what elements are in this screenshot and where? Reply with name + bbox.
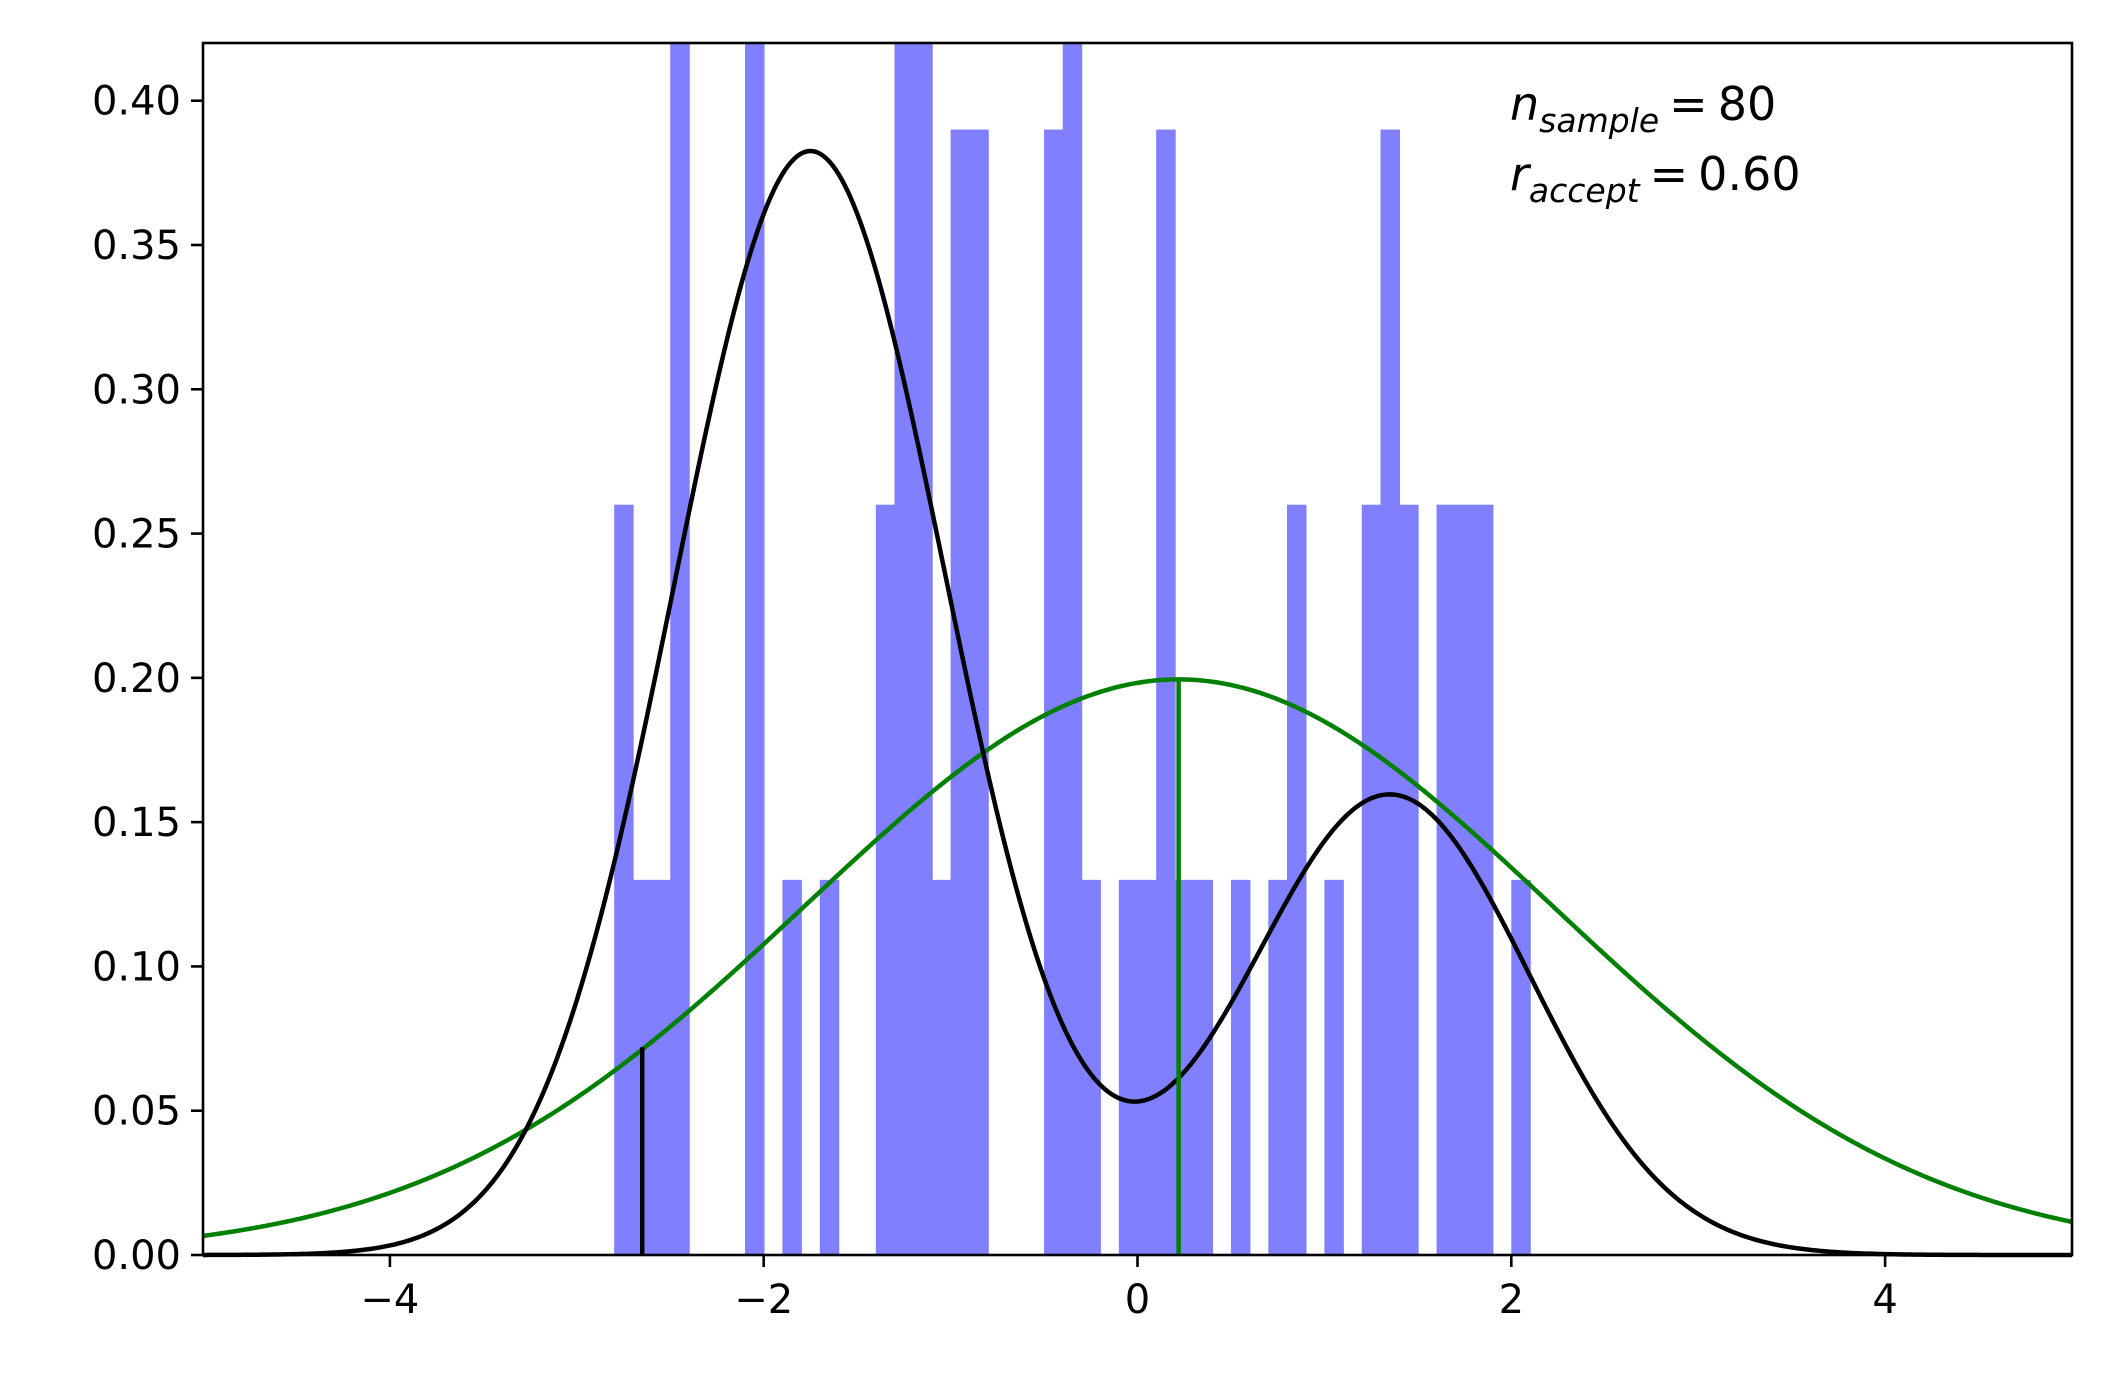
- histogram-bar-17: [1137, 879, 1157, 1255]
- y-axis: 0.00 0.05 0.10 0.15 0.20 0.25 0.30 0.35 0.40: [92, 79, 203, 1279]
- histogram-bar-9: [913, 43, 933, 1255]
- histogram-bar-4: [745, 43, 765, 1255]
- y-tick-label-7: 0.35: [92, 223, 181, 269]
- y-tick-label-6: 0.30: [92, 367, 181, 413]
- x-tick-label-4: 4: [1872, 1277, 1897, 1323]
- histogram-bar-13: [1044, 129, 1064, 1256]
- y-tick-label-3: 0.15: [92, 800, 181, 846]
- target-pdf-curve: [202, 148, 2072, 1258]
- y-tick-label-0: 0.00: [92, 1233, 181, 1279]
- histogram-bar-7: [875, 504, 896, 1255]
- histogram-bar-15: [1081, 879, 1101, 1255]
- proposal-pdf-curve: [202, 677, 2073, 1239]
- histogram-bar-31: [1511, 879, 1531, 1255]
- histogram-bar-12: [969, 129, 989, 1256]
- histogram-bar-6: [819, 879, 840, 1255]
- y-tick-label-8: 0.40: [92, 79, 181, 125]
- y-tick-label-5: 0.25: [92, 512, 181, 558]
- vertical-lines: [639, 677, 1181, 1255]
- histogram-bar-3: [670, 43, 690, 1255]
- histogram-bar-26: [1380, 129, 1400, 1256]
- x-tick-label-1: −2: [734, 1277, 793, 1323]
- x-axis: −4 −2 0 2 4: [360, 1255, 1898, 1323]
- histogram-bar-5: [782, 879, 802, 1255]
- histogram-bar-2: [651, 879, 672, 1255]
- y-tick-label-1: 0.05: [92, 1089, 181, 1135]
- histogram-bar-30: [1473, 504, 1494, 1255]
- x-tick-label-2: 0: [1125, 1277, 1150, 1323]
- histogram-bar-16: [1118, 879, 1139, 1255]
- histogram-bar-22: [1268, 879, 1288, 1255]
- histogram-bar-24: [1324, 879, 1344, 1255]
- histogram-bar-11: [950, 129, 971, 1256]
- histogram-bar-10: [931, 879, 952, 1255]
- x-tick-label-0: −4: [360, 1277, 419, 1323]
- annotation-n-sample: nsample = 80: [1510, 77, 1776, 140]
- histogram-bar-21: [1230, 879, 1251, 1255]
- histogram-bar-27: [1399, 504, 1419, 1255]
- histogram-bars: [614, 43, 1531, 1256]
- histogram-bar-18: [1156, 129, 1176, 1256]
- histogram-bar-20: [1193, 879, 1214, 1255]
- histogram-bar-8: [894, 43, 915, 1255]
- histogram-bar-29: [1455, 504, 1475, 1255]
- y-tick-label-4: 0.20: [92, 656, 181, 702]
- histogram-bar-14: [1062, 43, 1083, 1255]
- histogram-bar-28: [1436, 504, 1457, 1255]
- histogram-bar-25: [1361, 504, 1382, 1255]
- y-tick-label-2: 0.10: [92, 944, 181, 990]
- x-tick-label-3: 2: [1499, 1277, 1524, 1323]
- histogram-bar-0: [614, 504, 634, 1255]
- annotation-r-accept: raccept = 0.60: [1510, 147, 1801, 210]
- curves: [202, 148, 2073, 1258]
